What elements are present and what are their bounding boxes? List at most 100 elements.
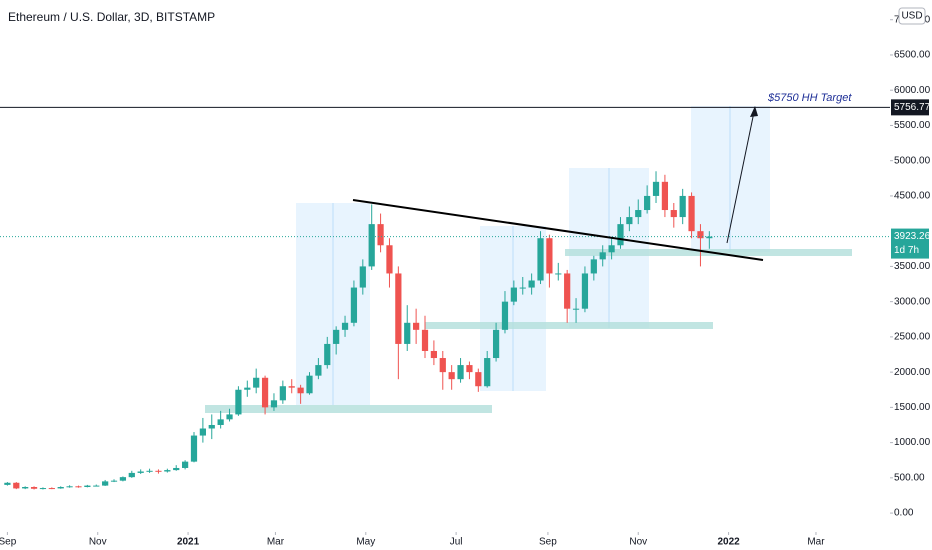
candle-body <box>644 195 651 211</box>
x-tick-label: Mar <box>807 537 825 548</box>
candle-body <box>217 419 224 425</box>
x-tick-label: Sep <box>0 537 17 548</box>
candle-body <box>253 377 260 388</box>
candle-body <box>439 358 446 373</box>
candle-body <box>13 482 20 489</box>
candle-body <box>261 377 269 408</box>
candle-body <box>670 210 677 218</box>
x-tick-label: Mar <box>267 537 285 548</box>
candle-body <box>572 308 580 310</box>
support-zone <box>205 405 492 413</box>
y-tick-label: 3000.00 <box>894 296 931 307</box>
candle-body <box>4 482 11 485</box>
candle-body <box>102 481 109 486</box>
candle-body <box>626 217 633 225</box>
candle-body <box>421 329 429 351</box>
candle-body <box>679 195 686 218</box>
y-tick-label: 1000.00 <box>894 437 931 448</box>
candle-body <box>359 266 366 288</box>
candle-body <box>324 343 331 366</box>
candle-body <box>404 322 411 344</box>
candle-body <box>75 486 82 488</box>
candle-body <box>66 486 73 488</box>
candle-body <box>608 245 615 253</box>
candle-body <box>128 472 135 478</box>
candle-body <box>501 301 509 330</box>
candle-body <box>395 273 402 344</box>
currency-badge[interactable] <box>898 7 926 25</box>
candle-body <box>413 322 420 330</box>
candle-body <box>190 435 198 462</box>
candle-body <box>492 329 500 359</box>
y-tick-label: 2000.00 <box>894 367 931 378</box>
candle-body <box>457 365 464 380</box>
candle-body <box>333 329 340 344</box>
candle-body <box>48 488 55 490</box>
candle-body <box>519 287 526 289</box>
candle-body <box>546 238 553 274</box>
candle-body <box>466 365 473 373</box>
candle-body <box>581 273 589 309</box>
candle-body <box>84 485 91 488</box>
candle-body <box>697 231 704 239</box>
plot <box>0 106 890 490</box>
arrow-head <box>750 106 758 117</box>
x-tick-label: 2021 <box>177 537 200 548</box>
candle-body <box>537 238 544 281</box>
candle-body <box>244 387 251 390</box>
x-tick-label: Sep <box>539 537 557 548</box>
candle-body <box>39 488 47 490</box>
y-tick-label: 6000.00 <box>894 85 931 96</box>
candle-body <box>110 480 118 482</box>
candle-body <box>173 467 180 471</box>
y-tick-label: 3500.00 <box>894 261 931 272</box>
candle-body <box>341 322 349 330</box>
candle-body <box>57 487 64 489</box>
currency: USD <box>901 11 922 22</box>
price-line-label-bg <box>891 99 929 116</box>
y-tick-label: 500.00 <box>894 472 925 483</box>
candle-body <box>22 487 29 489</box>
candle-body <box>119 477 127 481</box>
candle-body <box>528 280 535 288</box>
candle-body <box>617 224 624 246</box>
candle-body <box>164 470 171 472</box>
last-price-label-bg <box>891 228 929 259</box>
y-tick-label: 5500.00 <box>894 120 931 131</box>
candle-body <box>590 259 597 274</box>
candle-body <box>368 224 375 267</box>
candle-body <box>688 195 695 232</box>
candle-body <box>555 273 562 275</box>
candle-body <box>155 470 162 472</box>
candle-body <box>564 273 571 309</box>
x-tick-label: May <box>356 537 375 548</box>
annotation: $5750 HH Target <box>767 92 852 104</box>
candle-body <box>652 181 660 196</box>
trendline <box>352 199 764 261</box>
x-tick-label: Nov <box>629 537 647 548</box>
candle-body <box>706 236 713 239</box>
candle-body <box>30 487 38 489</box>
overlay: $5750 HH Target <box>352 92 852 261</box>
candle-body <box>208 424 215 429</box>
y-tick-label: 6500.00 <box>894 50 931 61</box>
candle-body <box>199 428 206 436</box>
arrow <box>726 111 755 244</box>
candle-body <box>146 470 153 472</box>
countdown: 1d 7h <box>894 245 919 256</box>
y-tick-label: 2500.00 <box>894 332 931 343</box>
price-axis <box>890 0 932 550</box>
chart-title: Ethereum / U.S. Dollar, 3D, BITSTAMP <box>8 10 215 24</box>
last-price-label: 3923.26 <box>894 231 931 242</box>
candle-body <box>484 358 491 387</box>
price-line-label: 5756.77 <box>894 102 931 113</box>
candle-body <box>297 387 304 394</box>
candle-body <box>430 350 438 359</box>
candle-body <box>475 372 482 387</box>
y-tick-label: 0.00 <box>894 508 914 519</box>
candle-body <box>181 461 189 468</box>
x-tick-label: Jul <box>450 537 463 548</box>
candle-body <box>510 287 517 302</box>
candle-body <box>279 386 286 401</box>
